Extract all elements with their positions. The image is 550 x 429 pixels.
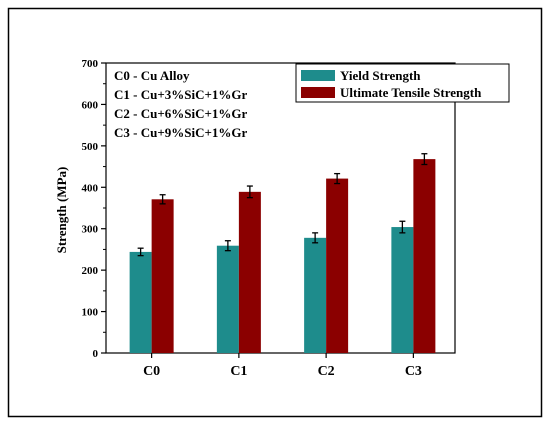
y-axis-label: Strength (MPa) [54, 167, 69, 254]
y-tick-label: 0 [93, 348, 99, 360]
legend-swatch [301, 70, 335, 81]
annotation-line: C0 - Cu Alloy [114, 68, 190, 83]
legend-label: Ultimate Tensile Strength [340, 85, 482, 100]
outer-border [7, 7, 543, 418]
y-tick-label: 400 [82, 182, 99, 194]
annotations: C0 - Cu Alloy C1 - Cu+3%SiC+1%Gr C2 - Cu+6… [114, 68, 247, 140]
bar-uts [326, 178, 349, 353]
bar-uts [238, 191, 261, 353]
y-tick-label: 500 [82, 141, 99, 153]
annotation-line: C2 - Cu+6%SiC+1%Gr [114, 106, 247, 121]
x-tick-label: C2 [318, 364, 335, 379]
y-tick-label: 200 [82, 265, 99, 277]
y-tick-label: 600 [82, 99, 99, 111]
bar-uts [413, 159, 436, 353]
annotation-line: C1 - Cu+3%SiC+1%Gr [114, 87, 247, 102]
y-tick-label: 100 [82, 307, 99, 319]
x-tick-label: C1 [230, 364, 247, 379]
bar-yield [216, 245, 239, 353]
legend-swatch [301, 87, 335, 98]
legend: Yield Strength Ultimate Tensile Strength [295, 63, 510, 103]
bar-yield [391, 227, 414, 353]
legend-label: Yield Strength [340, 68, 421, 83]
y-tick-label: 700 [82, 58, 99, 70]
bar-yield [129, 251, 152, 353]
x-tick-label: C3 [405, 364, 422, 379]
annotation-line: C3 - Cu+9%SiC+1%Gr [114, 125, 247, 140]
y-tick-label: 300 [82, 224, 99, 236]
bar-uts [151, 199, 174, 353]
x-tick-label: C0 [143, 364, 160, 379]
plot-area: 0 100 200 300 400 500 600 700 C0 C1 C2 C3 [82, 58, 456, 379]
bar-yield [304, 237, 327, 353]
